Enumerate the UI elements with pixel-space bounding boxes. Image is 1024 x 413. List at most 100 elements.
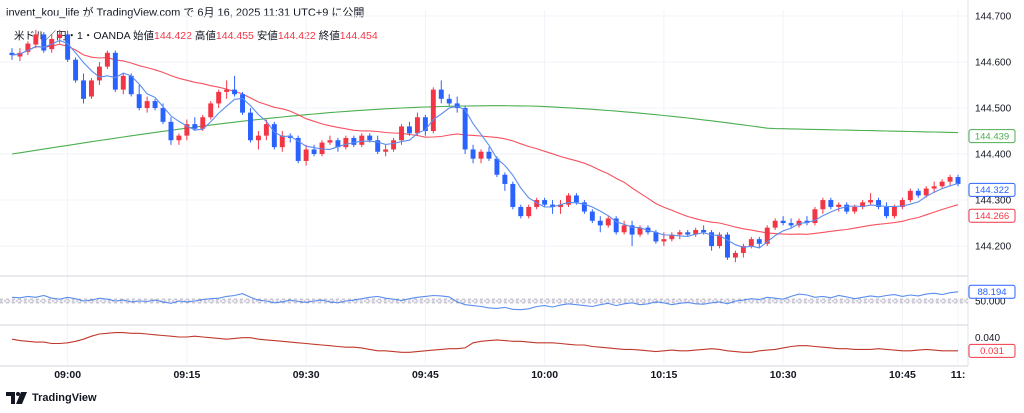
candle-body — [176, 135, 182, 141]
candle-body — [844, 204, 850, 212]
candle-body — [303, 149, 309, 161]
time-tick-label: 09:00 — [54, 369, 81, 381]
candle-body — [430, 89, 436, 132]
candle-body — [558, 204, 563, 207]
candle-body — [383, 149, 389, 152]
candle-body — [804, 220, 810, 224]
price-tick-label: 144.200 — [975, 242, 1012, 253]
candles-layer — [9, 29, 961, 263]
high-value: 144.455 — [215, 30, 254, 42]
candle-body — [526, 206, 532, 217]
candle-body — [629, 225, 635, 235]
candle-body — [812, 209, 818, 224]
candle-body — [939, 181, 945, 187]
price-tick-label: 144.700 — [975, 12, 1012, 23]
candle-body — [271, 124, 277, 148]
candle-body — [216, 91, 222, 104]
ma-mid-line — [11, 43, 959, 235]
lower-indicator-line — [11, 332, 958, 353]
candle-body — [876, 200, 881, 207]
rsi-value-tag-text: 88.194 — [977, 287, 1006, 298]
ma-value-tag-box — [968, 182, 1016, 197]
ma-value-tag: 144.439 — [968, 129, 1016, 144]
candle-body — [669, 234, 675, 240]
candle-body — [104, 52, 110, 67]
candle-body — [295, 137, 301, 161]
time-tick-label: 10:00 — [531, 369, 558, 381]
candle-body — [717, 234, 722, 247]
time-tick-label: 10:45 — [889, 369, 916, 381]
candle-body — [192, 124, 198, 129]
candle-body — [764, 227, 770, 244]
close-label: 終値 — [318, 30, 340, 42]
candle-body — [581, 202, 587, 212]
candle-body — [613, 218, 619, 233]
candle-body — [144, 101, 150, 109]
candle-body — [923, 188, 929, 196]
candle-body — [287, 135, 293, 138]
candle-body — [518, 206, 524, 217]
candle-body — [836, 204, 842, 207]
candle-body — [319, 142, 325, 155]
candle-body — [510, 183, 516, 207]
candle-body — [422, 117, 428, 132]
candle-body — [240, 94, 245, 113]
candle-body — [494, 158, 500, 175]
candle-body — [868, 200, 874, 203]
candle-body — [653, 232, 659, 242]
candle-body — [748, 239, 754, 247]
candle-body — [542, 200, 548, 205]
candle-body — [677, 232, 683, 235]
candle-body — [486, 151, 492, 159]
candle-body — [693, 229, 699, 235]
candle-body — [573, 195, 579, 203]
ma-value-tag-box — [968, 208, 1016, 223]
candle-body — [160, 108, 166, 122]
candle-body — [955, 177, 961, 184]
candle-body — [200, 117, 206, 129]
candle-body — [478, 151, 484, 159]
candle-body — [359, 135, 365, 145]
candle-body — [112, 52, 118, 90]
candle-body — [232, 89, 238, 95]
candle-body — [899, 200, 905, 207]
candle-body — [470, 149, 476, 159]
price-tick-label: 144.600 — [975, 58, 1012, 69]
close-value: 144.454 — [339, 30, 378, 42]
candle-body — [772, 220, 778, 228]
candle-body — [701, 229, 707, 233]
candle-body — [407, 126, 412, 134]
rsi-line — [11, 291, 959, 311]
candle-body — [248, 112, 253, 141]
ma-value-tag: 144.266 — [968, 208, 1016, 223]
candle-body — [327, 140, 333, 143]
candle-body — [367, 135, 373, 141]
footer[interactable]: TradingView — [6, 392, 97, 404]
open-value: 144.422 — [154, 30, 192, 42]
ma-fast-layer — [11, 39, 959, 249]
candle-body — [709, 232, 715, 247]
pane-separators — [0, 0, 969, 367]
candle-body — [184, 124, 190, 136]
candle-body — [399, 126, 404, 141]
candle-body — [860, 202, 866, 207]
rsi-value-tag: 88.194 — [968, 284, 1016, 299]
lower-value-tag-box — [968, 343, 1016, 358]
candle-body — [915, 190, 921, 196]
candle-body — [96, 66, 102, 81]
footer-brand: TradingView — [32, 392, 97, 404]
chart-grid — [0, 10, 968, 364]
candle-body — [73, 59, 79, 81]
lower-value-tag-text: 0.031 — [980, 346, 1004, 357]
candle-body — [884, 206, 889, 217]
time-tick-label: 11: — [951, 369, 966, 381]
candle-body — [740, 246, 746, 253]
candle-body — [534, 200, 540, 207]
candle-body — [589, 211, 595, 221]
candle-body — [685, 232, 691, 235]
ma-mid-layer — [11, 43, 959, 235]
candle-body — [375, 140, 381, 152]
candle-body — [224, 89, 230, 92]
ma-fast-line — [11, 39, 959, 249]
